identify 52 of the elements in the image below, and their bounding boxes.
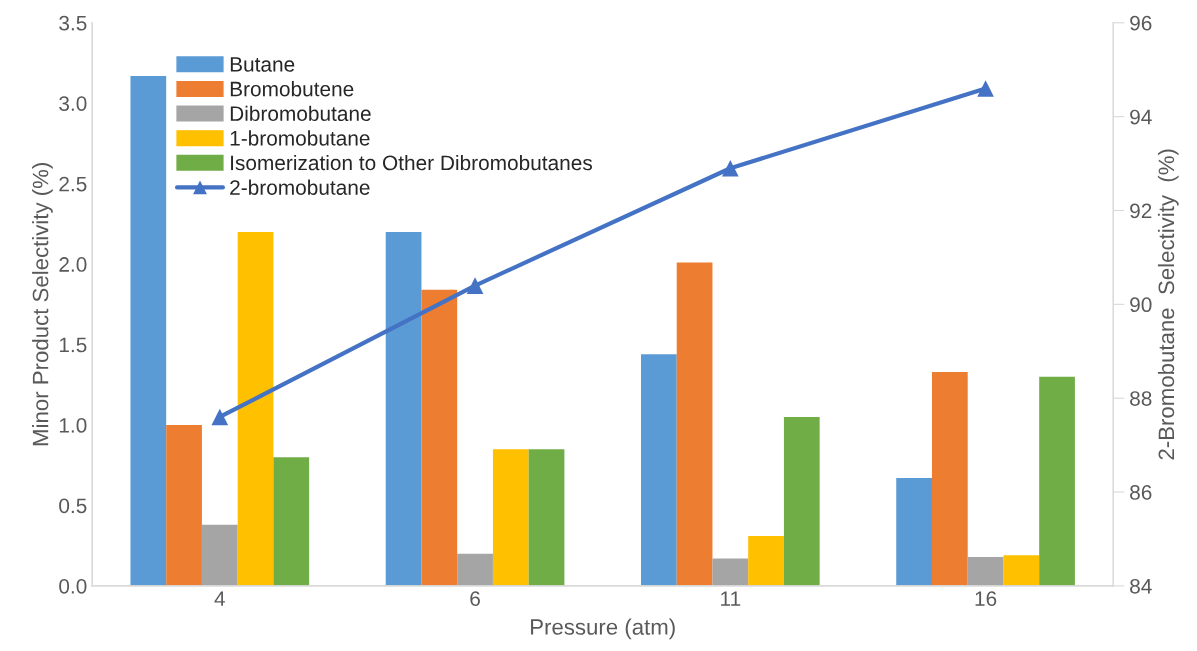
- bar: [457, 553, 493, 586]
- y2-tick-label: 90: [1130, 297, 1152, 313]
- bar: [273, 457, 310, 586]
- bar: [1039, 376, 1075, 586]
- bar: [712, 558, 749, 586]
- y2-tick-label: 96: [1130, 15, 1152, 31]
- point: [466, 277, 484, 294]
- bar: [421, 289, 458, 586]
- y2-tick-label: 84: [1130, 578, 1152, 594]
- bar: [967, 556, 1004, 586]
- x-axis-title: Pressure (atm): [531, 618, 675, 640]
- bar: [1003, 555, 1040, 586]
- y2-tick-label: 92: [1130, 203, 1152, 219]
- bar: [931, 371, 968, 586]
- x-tick-label: 6: [470, 591, 480, 607]
- bar: [676, 262, 713, 586]
- legend-label: Isomerization to Other Dibromobutanes: [231, 154, 593, 171]
- point: [721, 159, 739, 177]
- bar: [385, 231, 422, 586]
- legend-label: Bromobutene: [230, 81, 354, 97]
- y-tick-label: 1.0: [59, 418, 87, 433]
- point: [977, 80, 994, 97]
- y2-tick-label: 88: [1130, 391, 1152, 406]
- bar: [201, 524, 238, 586]
- bar: [528, 449, 565, 586]
- y-tick-label: 0.0: [59, 578, 87, 594]
- y-tick-label: 2.0: [59, 257, 87, 272]
- x-tick-label: 4: [214, 591, 225, 606]
- legend-label: 2-bromobutane: [230, 179, 370, 195]
- point: [211, 408, 229, 426]
- legend-label: Dibromobutane: [230, 105, 371, 122]
- bar: [748, 536, 784, 586]
- y2-tick-label: 86: [1130, 485, 1152, 500]
- y-tick-label: 2.5: [59, 176, 87, 192]
- bar: [896, 478, 932, 586]
- legend-label: Butane: [230, 57, 295, 72]
- y-axis-title: Minor Product Selectivity (%): [32, 163, 53, 446]
- bar: [640, 354, 677, 586]
- y-tick-label: 3.5: [59, 15, 87, 31]
- bar: [783, 416, 820, 586]
- y-tick-label: 0.5: [59, 498, 87, 514]
- y2-axis-title: 2-Bromobutane Selectivity (%): [1157, 149, 1179, 460]
- x-tick-label: 16: [975, 591, 997, 607]
- y2-tick-label: 94: [1130, 109, 1152, 125]
- bar: [492, 449, 529, 586]
- y-tick-label: 3.0: [59, 96, 87, 111]
- bar: [130, 75, 167, 586]
- y-tick-label: 1.5: [59, 337, 87, 353]
- x-tick-label: 11: [721, 591, 741, 606]
- bar: [166, 425, 202, 586]
- bar: [237, 231, 274, 586]
- legend-label: 1-bromobutane: [230, 130, 370, 146]
